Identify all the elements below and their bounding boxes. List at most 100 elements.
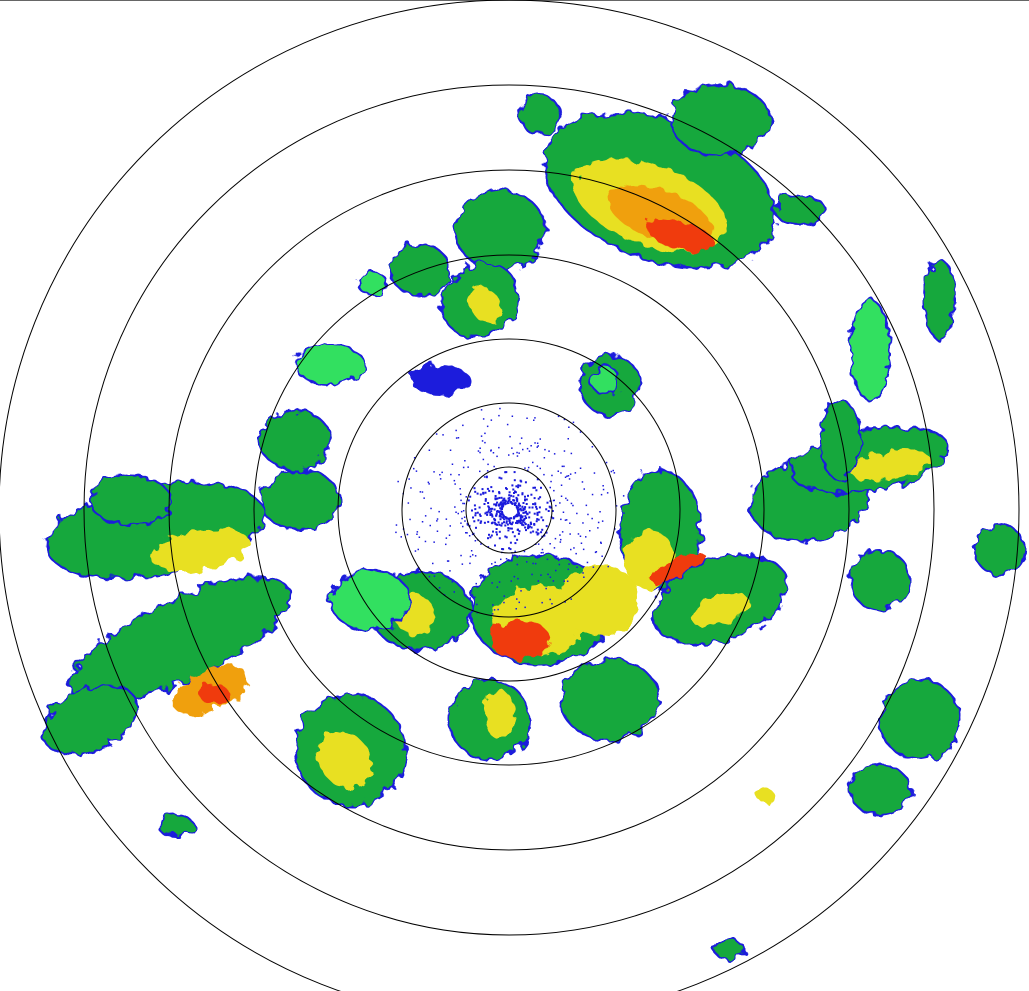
clutter-point [465, 594, 467, 596]
clutter-point [517, 509, 520, 512]
clutter-point [429, 524, 431, 527]
clutter-point [515, 496, 518, 499]
clutter-point [472, 554, 474, 556]
clutter-point [487, 510, 490, 513]
range-ring-1 [465, 466, 553, 554]
clutter-point [560, 495, 563, 497]
clutter-point [516, 522, 519, 525]
clutter-point [479, 521, 482, 524]
clutter-point [493, 503, 496, 506]
clutter-point [441, 471, 443, 474]
clutter-point [570, 452, 573, 455]
clutter-point [568, 478, 571, 480]
range-ring-6 [83, 84, 935, 936]
clutter-point [576, 512, 578, 515]
clutter-point [496, 523, 499, 526]
clutter-point [499, 407, 501, 410]
clutter-point [517, 486, 520, 489]
clutter-point [466, 532, 468, 534]
clutter-point [418, 536, 421, 538]
clutter-point [555, 569, 557, 572]
clutter-point [566, 475, 568, 477]
clutter-point [530, 493, 533, 496]
clutter-point [522, 519, 524, 522]
echo-light_green [357, 270, 387, 296]
clutter-point [510, 501, 513, 504]
clutter-point [518, 601, 520, 604]
clutter-point [487, 463, 489, 466]
clutter-point [501, 499, 504, 502]
clutter-point [543, 473, 545, 476]
clutter-point [508, 454, 510, 456]
clutter-point [563, 465, 565, 468]
clutter-point [566, 580, 569, 582]
clutter-point [474, 508, 477, 511]
clutter-point [490, 486, 493, 489]
clutter-point [519, 484, 522, 487]
clutter-point [489, 514, 492, 516]
clutter-point [502, 502, 504, 505]
clutter-point [465, 496, 467, 498]
clutter-point [505, 520, 508, 523]
clutter-point [479, 470, 481, 473]
clutter-point [469, 495, 472, 498]
clutter-point [478, 506, 481, 509]
clutter-point [521, 523, 524, 526]
clutter-point [579, 467, 582, 469]
clutter-point [513, 499, 516, 502]
clutter-point [483, 503, 486, 505]
clutter-point [522, 502, 525, 504]
clutter-point [572, 504, 574, 507]
clutter-point [520, 509, 523, 512]
clutter-point [614, 528, 616, 530]
clutter-point [505, 521, 508, 524]
clutter-point [449, 525, 451, 527]
clutter-point [520, 522, 523, 525]
clutter-point [498, 492, 501, 495]
clutter-point [505, 558, 508, 560]
clutter-point [525, 503, 528, 505]
clutter-point [474, 555, 477, 557]
clutter-point [586, 561, 589, 564]
echo-moderate [774, 194, 826, 226]
echo-moderate [41, 684, 139, 756]
clutter-point [592, 566, 595, 568]
clutter-point [543, 457, 546, 459]
clutter-point [533, 512, 536, 515]
clutter-point [507, 502, 510, 505]
clutter-point [532, 486, 535, 489]
clutter-point [545, 508, 548, 511]
clutter-point [511, 447, 513, 449]
clutter-point [492, 530, 494, 533]
clutter-point [469, 555, 472, 558]
clutter-point [492, 452, 495, 454]
clutter-point [419, 491, 422, 493]
clutter-point [550, 480, 552, 483]
clutter-point [503, 518, 506, 521]
clutter-point [508, 496, 511, 499]
clutter-point [498, 515, 501, 518]
clutter-point [486, 425, 489, 428]
clutter-point [510, 527, 513, 530]
clutter-point [536, 528, 539, 531]
clutter-point [534, 562, 537, 565]
clutter-point [445, 518, 448, 520]
clutter-point [509, 541, 512, 544]
clutter-point [570, 548, 572, 551]
clutter-point [503, 497, 506, 500]
clutter-point [540, 552, 543, 554]
echo-intense [490, 620, 550, 660]
clutter-point [460, 499, 462, 502]
clutter-point [484, 498, 487, 501]
echo-heavy [757, 787, 773, 803]
clutter-point [486, 511, 489, 514]
clutter-point [442, 434, 444, 436]
clutter-point [469, 597, 471, 599]
clutter-point [594, 551, 597, 554]
clutter-point [522, 511, 525, 514]
clutter-point [480, 409, 483, 411]
clutter-point [509, 527, 512, 530]
clutter-point [516, 451, 518, 454]
clutter-point [553, 547, 556, 549]
echo-moderate [389, 244, 451, 296]
